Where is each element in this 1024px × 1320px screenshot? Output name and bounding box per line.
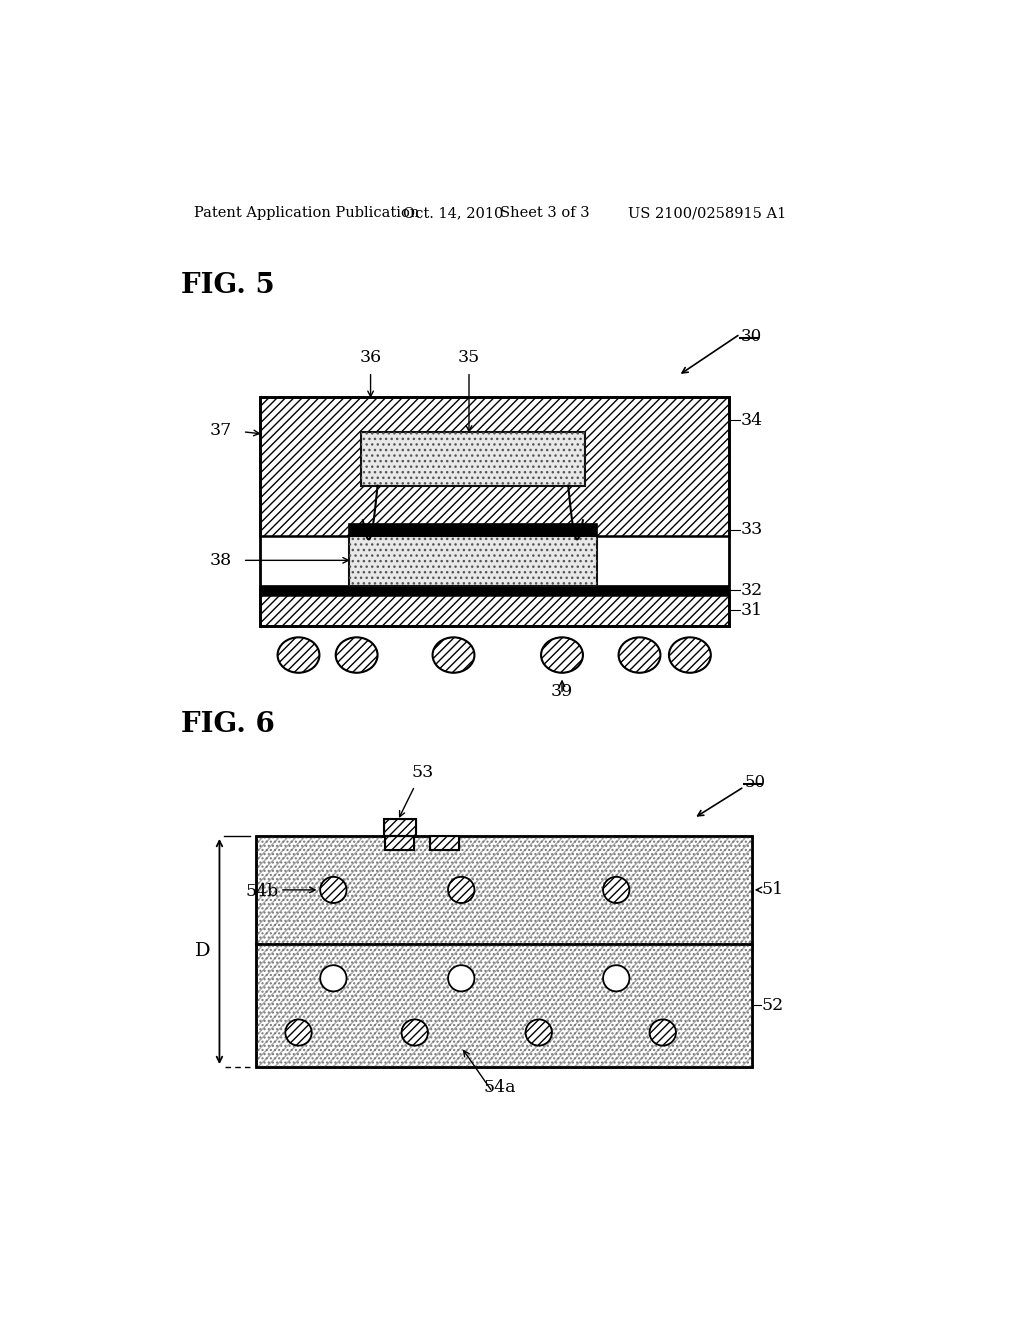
- Text: Sheet 3 of 3: Sheet 3 of 3: [500, 206, 590, 220]
- Text: 34: 34: [740, 412, 763, 429]
- Ellipse shape: [432, 638, 474, 673]
- Bar: [430, 836, 459, 850]
- Bar: [260, 397, 729, 626]
- Ellipse shape: [618, 638, 660, 673]
- Text: 52: 52: [762, 997, 784, 1014]
- Bar: [256, 944, 752, 1067]
- Text: 30: 30: [740, 327, 762, 345]
- Text: 50: 50: [744, 775, 765, 792]
- Text: FIG. 6: FIG. 6: [180, 711, 274, 738]
- Text: D: D: [195, 942, 210, 961]
- Bar: [256, 836, 752, 944]
- Ellipse shape: [669, 638, 711, 673]
- Bar: [349, 536, 597, 586]
- Ellipse shape: [278, 638, 319, 673]
- Circle shape: [525, 1019, 552, 1045]
- Circle shape: [401, 1019, 428, 1045]
- Bar: [360, 432, 586, 486]
- Circle shape: [449, 965, 474, 991]
- Bar: [256, 944, 752, 1067]
- Text: FIG. 5: FIG. 5: [180, 272, 274, 300]
- Bar: [430, 836, 459, 850]
- Text: Oct. 14, 2010: Oct. 14, 2010: [403, 206, 504, 220]
- Bar: [256, 836, 752, 944]
- Bar: [260, 595, 729, 626]
- Bar: [256, 836, 752, 944]
- Circle shape: [321, 965, 346, 991]
- Text: 31: 31: [740, 602, 763, 619]
- Bar: [260, 397, 729, 536]
- Text: US 2100/0258915 A1: US 2100/0258915 A1: [628, 206, 786, 220]
- Circle shape: [603, 876, 630, 903]
- Circle shape: [649, 1019, 676, 1045]
- Bar: [260, 397, 729, 536]
- Text: 32: 32: [740, 582, 763, 599]
- Bar: [385, 836, 414, 850]
- Text: 38: 38: [209, 552, 231, 569]
- Bar: [260, 595, 729, 626]
- Bar: [256, 836, 752, 1067]
- Text: 54a: 54a: [483, 1080, 516, 1096]
- Text: 37: 37: [209, 421, 231, 438]
- Bar: [385, 836, 414, 850]
- Ellipse shape: [336, 638, 378, 673]
- Text: 35: 35: [458, 350, 480, 367]
- Bar: [349, 536, 597, 586]
- Bar: [349, 524, 597, 536]
- Ellipse shape: [541, 638, 583, 673]
- Text: 33: 33: [740, 521, 763, 539]
- Bar: [384, 818, 417, 836]
- Text: 53: 53: [412, 763, 433, 780]
- Text: 54b: 54b: [246, 883, 280, 900]
- Circle shape: [603, 965, 630, 991]
- Bar: [260, 586, 729, 595]
- Text: 36: 36: [359, 350, 382, 367]
- Bar: [256, 944, 752, 1067]
- Bar: [360, 432, 586, 486]
- Circle shape: [449, 876, 474, 903]
- Text: Patent Application Publication: Patent Application Publication: [194, 206, 419, 220]
- Bar: [384, 818, 417, 836]
- Circle shape: [286, 1019, 311, 1045]
- Text: 39: 39: [551, 682, 573, 700]
- Circle shape: [321, 876, 346, 903]
- Text: 51: 51: [762, 882, 784, 899]
